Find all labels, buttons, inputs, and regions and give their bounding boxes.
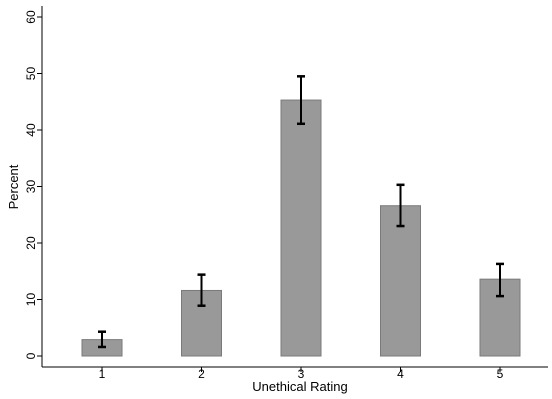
bar-2 (181, 289, 222, 357)
x-tick-label: 4 (397, 367, 404, 381)
error-bars (98, 75, 504, 349)
x-tick-label: 2 (198, 367, 205, 381)
x-tick-label: 1 (99, 367, 106, 381)
bar-4 (380, 205, 421, 357)
error-bar-3 (297, 75, 305, 126)
x-tick-label: 3 (298, 367, 305, 381)
bar-3 (280, 99, 322, 357)
error-bar-4 (396, 183, 405, 228)
y-tick-label: 10 (24, 293, 38, 307)
y-tick-label: 50 (24, 67, 38, 81)
error-bar-5 (496, 262, 504, 298)
bars (81, 99, 521, 357)
y-tick-label: 60 (24, 10, 38, 24)
y-axis-title: Percent (6, 164, 21, 209)
error-bar-2 (197, 273, 206, 307)
x-axis: 1 2 3 4 5 (42, 366, 548, 381)
y-tick-label: 0 (24, 352, 38, 359)
y-tick-label: 30 (24, 180, 38, 194)
y-tick-label: 40 (24, 123, 38, 137)
y-axis: 0 10 20 30 40 50 60 (24, 6, 43, 367)
x-tick-label: 5 (497, 367, 504, 381)
y-tick-label: 20 (24, 236, 38, 250)
x-axis-title: Unethical Rating (252, 379, 347, 394)
error-bar-1 (98, 330, 106, 349)
